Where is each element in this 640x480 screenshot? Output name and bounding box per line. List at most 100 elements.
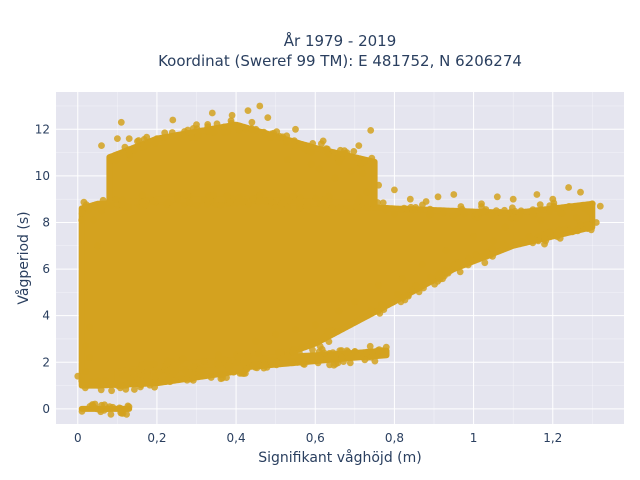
- scatter-point: [207, 374, 215, 381]
- scatter-point: [347, 167, 355, 175]
- scatter-point: [90, 403, 98, 411]
- scatter-point: [412, 282, 420, 289]
- scatter-point: [587, 226, 595, 234]
- tick-labels: 0 0,2 0,4 0,6 0,8 1 1,2 0 2 4 6 8 10 12: [35, 122, 563, 445]
- scatter-point: [434, 193, 442, 201]
- scatter-point: [573, 214, 580, 222]
- scatter-point: [289, 192, 297, 200]
- scatter-point: [252, 125, 260, 133]
- scatter-point: [164, 199, 172, 207]
- scatter-point: [188, 371, 196, 379]
- scatter-point: [488, 245, 496, 252]
- scatter-point: [88, 378, 96, 386]
- scatter-point: [368, 154, 376, 162]
- scatter-point: [284, 204, 292, 211]
- scatter-point: [338, 353, 346, 361]
- scatter-point: [228, 119, 235, 127]
- scatter-point: [130, 380, 138, 388]
- scatter-point: [78, 377, 86, 385]
- scatter-point: [78, 408, 86, 415]
- scatter-point: [334, 359, 342, 367]
- scatter-point: [228, 111, 236, 119]
- scatter-point: [277, 348, 285, 356]
- scatter-point: [376, 309, 384, 317]
- scatter-point: [439, 275, 446, 283]
- scatter-point: [488, 212, 496, 220]
- scatter-point: [370, 200, 377, 208]
- scatter-point: [351, 298, 359, 306]
- scatter-point: [596, 202, 604, 210]
- y-tick-label: 0: [42, 402, 50, 416]
- scatter-point: [256, 191, 264, 199]
- scatter-point: [123, 411, 130, 418]
- scatter-point: [426, 205, 434, 213]
- scatter-point: [299, 360, 307, 368]
- scatter-point: [244, 107, 252, 114]
- scatter-point: [324, 150, 332, 158]
- scatter-point: [440, 209, 447, 217]
- scatter-point: [509, 195, 517, 203]
- scatter-point: [98, 142, 105, 150]
- scatter-point: [351, 348, 359, 356]
- scatter-point: [181, 132, 189, 140]
- scatter-point: [454, 264, 462, 271]
- scatter-point: [225, 362, 232, 370]
- scatter-point: [273, 358, 280, 366]
- scatter-point: [442, 247, 450, 254]
- scatter-point: [226, 198, 234, 206]
- scatter-point: [298, 344, 305, 352]
- scatter-point: [139, 199, 146, 207]
- scatter-point: [128, 368, 136, 375]
- scatter-point: [285, 196, 293, 204]
- scatter-point: [284, 156, 291, 164]
- scatter-point: [125, 135, 133, 143]
- scatter-point: [126, 151, 133, 159]
- scatter-point: [196, 372, 204, 380]
- x-tick-label: 0: [74, 431, 82, 445]
- scatter-point: [361, 356, 369, 364]
- scatter-point: [150, 360, 158, 368]
- scatter-point: [240, 360, 247, 368]
- scatter-point: [435, 271, 442, 278]
- scatter-point: [379, 199, 387, 207]
- scatter-point: [151, 383, 159, 391]
- scatter-point: [181, 191, 189, 199]
- scatter-point: [577, 221, 584, 229]
- x-tick-label: 0,8: [385, 431, 404, 445]
- scatter-point: [118, 382, 126, 390]
- scatter-point: [107, 202, 115, 209]
- scatter-point: [481, 259, 489, 267]
- scatter-point: [143, 133, 151, 141]
- scatter-point: [161, 129, 169, 137]
- x-tick-label: 1: [470, 431, 478, 445]
- scatter-point: [221, 356, 228, 364]
- y-axis-title: Vågperiod (s): [15, 211, 32, 304]
- scatter-point: [149, 197, 157, 205]
- scatter-point: [84, 203, 91, 211]
- scatter-point: [184, 126, 192, 134]
- scatter-point: [518, 238, 526, 245]
- scatter-point: [204, 121, 212, 128]
- scatter-point: [406, 195, 414, 203]
- scatter-point: [427, 273, 434, 281]
- scatter-point: [125, 146, 133, 154]
- scatter-point: [174, 195, 181, 203]
- scatter-point: [288, 358, 296, 366]
- scatter-point: [347, 354, 355, 361]
- scatter-point: [346, 359, 354, 367]
- scatter-point: [415, 288, 423, 296]
- scatter-point: [363, 348, 371, 356]
- scatter-point: [501, 206, 508, 214]
- scatter-point: [98, 207, 105, 215]
- scatter-point: [135, 366, 143, 374]
- scatter-point: [82, 368, 90, 375]
- scatter-point: [134, 138, 141, 145]
- scatter-point: [454, 209, 461, 217]
- scatter-point: [102, 377, 109, 384]
- scatter-point: [215, 351, 222, 359]
- scatter-point: [470, 233, 477, 240]
- scatter-point: [517, 207, 525, 215]
- scatter-point: [242, 125, 249, 133]
- scatter-point: [267, 358, 275, 366]
